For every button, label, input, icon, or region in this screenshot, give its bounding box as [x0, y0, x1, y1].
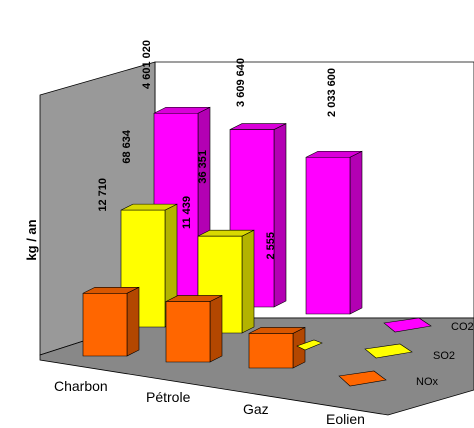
value-label-co2-2: 2 033 600: [326, 68, 338, 117]
bar-front: [305, 156, 351, 315]
legend-label-nox: NOx: [416, 376, 439, 388]
bar-nox-1: [165, 294, 223, 363]
category-label-gaz: Gaz: [243, 401, 269, 417]
value-label-so2-0: 68 634: [121, 129, 133, 164]
category-label-charbon: Charbon: [54, 378, 108, 394]
bar-nox-2: [248, 326, 306, 369]
bar-side: [209, 294, 223, 363]
bar-co2-2: [305, 150, 363, 315]
value-label-co2-0: 4 601 020: [141, 40, 153, 89]
value-label-so2-1: 36 351: [197, 150, 209, 184]
bar-side: [349, 150, 363, 315]
legend-swatch-so2: [364, 343, 413, 359]
legend-label-co2: CO2: [451, 321, 474, 333]
value-label-nox-2: 2 555: [265, 232, 277, 260]
bar-side: [126, 286, 140, 357]
legend-swatch-co2: [383, 317, 432, 333]
legend-swatch-nox: [338, 370, 387, 387]
value-label-co2-1: 3 609 640: [235, 58, 247, 107]
category-label-eolien: Eolien: [326, 411, 365, 427]
bar-front: [82, 292, 128, 357]
value-label-nox-1: 11 439: [181, 196, 193, 229]
value-label-nox-0: 12 710: [97, 178, 109, 212]
floor-marker-so2-gaz: [296, 339, 323, 351]
bar-front: [248, 333, 294, 369]
y-axis-label: kg / an: [24, 219, 39, 260]
bar-nox-0: [82, 286, 140, 357]
category-label-petrole: Pétrole: [146, 389, 191, 405]
bar-side: [273, 123, 287, 308]
legend-label-so2: SO2: [433, 350, 455, 362]
bar-side: [241, 229, 255, 334]
bar-front: [165, 301, 211, 363]
